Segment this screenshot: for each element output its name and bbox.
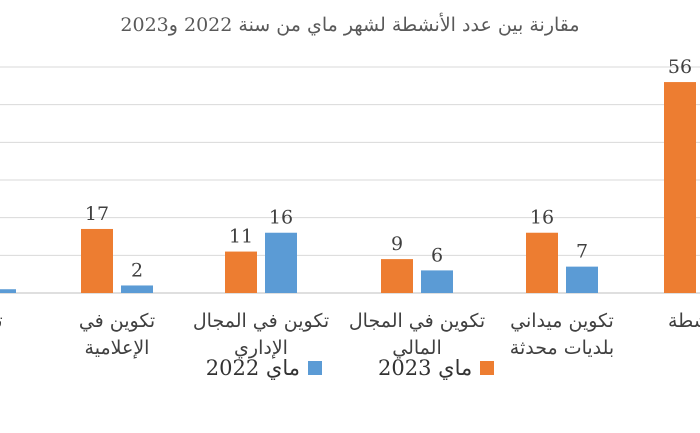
bar-2023-0 <box>664 82 696 293</box>
legend-label-2023: ماي 2023 <box>378 356 473 380</box>
gridlines <box>0 66 700 294</box>
legend: ماي 2023 ماي 2022 <box>0 356 700 380</box>
bar-2023-4 <box>81 228 113 293</box>
data-label-2022-2: 6 <box>431 244 443 266</box>
legend-label-2022: ماي 2022 <box>205 356 300 380</box>
category-label-5-1: الفني <box>0 337 1 359</box>
data-label-2022-1: 7 <box>576 241 588 263</box>
chart-title: مقارنة بين عدد الأنشطة لشهر ماي من سنة 2… <box>120 14 580 36</box>
category-label-1-0: تكوين ميداني <box>510 310 614 332</box>
data-label-2022-4: 2 <box>131 259 143 281</box>
data-label-2023-3: 11 <box>229 226 253 248</box>
legend-item-2023: ماي 2023 <box>378 356 495 380</box>
legend-swatch-2022 <box>308 361 322 375</box>
category-label-1-1: بلديات محدثة <box>510 337 614 359</box>
bars <box>0 82 696 293</box>
category-label-3-1: الإداري <box>234 337 288 359</box>
category-label-5-0: تكوين <box>0 310 3 332</box>
category-label-0-0: الأنشطة <box>668 309 700 332</box>
bar-2023-2 <box>381 259 413 293</box>
bar-2022-1 <box>566 266 598 293</box>
bar-2022-2 <box>421 270 453 293</box>
data-label-2023-2: 9 <box>391 233 403 255</box>
data-label-2023-1: 16 <box>530 207 554 229</box>
bar-2022-3 <box>265 232 297 293</box>
category-labels: الأنشطة تكوين ميداني بلديات محدثة تكوين في … <box>0 309 700 359</box>
category-label-2-1: المالي <box>392 337 441 359</box>
legend-swatch-2023 <box>480 361 495 375</box>
data-label-2022-3: 16 <box>269 207 293 229</box>
bar-2023-3 <box>225 251 257 293</box>
category-label-4-1: الإعلامية <box>85 337 150 359</box>
bar-2022-4 <box>121 285 153 293</box>
bar-2023-1 <box>526 232 558 293</box>
bar-2022-5 <box>0 289 16 293</box>
data-label-2023-4: 17 <box>85 203 109 225</box>
legend-item-2022: ماي 2022 <box>206 356 322 380</box>
category-label-2-0: تكوين في المجال <box>349 310 485 332</box>
category-label-4-0: تكوين في <box>79 310 155 332</box>
data-labels: 56 16 7 9 6 11 16 17 2 <box>85 56 692 281</box>
data-label-2023-0: 56 <box>668 56 692 78</box>
category-label-3-0: تكوين في المجال <box>193 310 329 332</box>
